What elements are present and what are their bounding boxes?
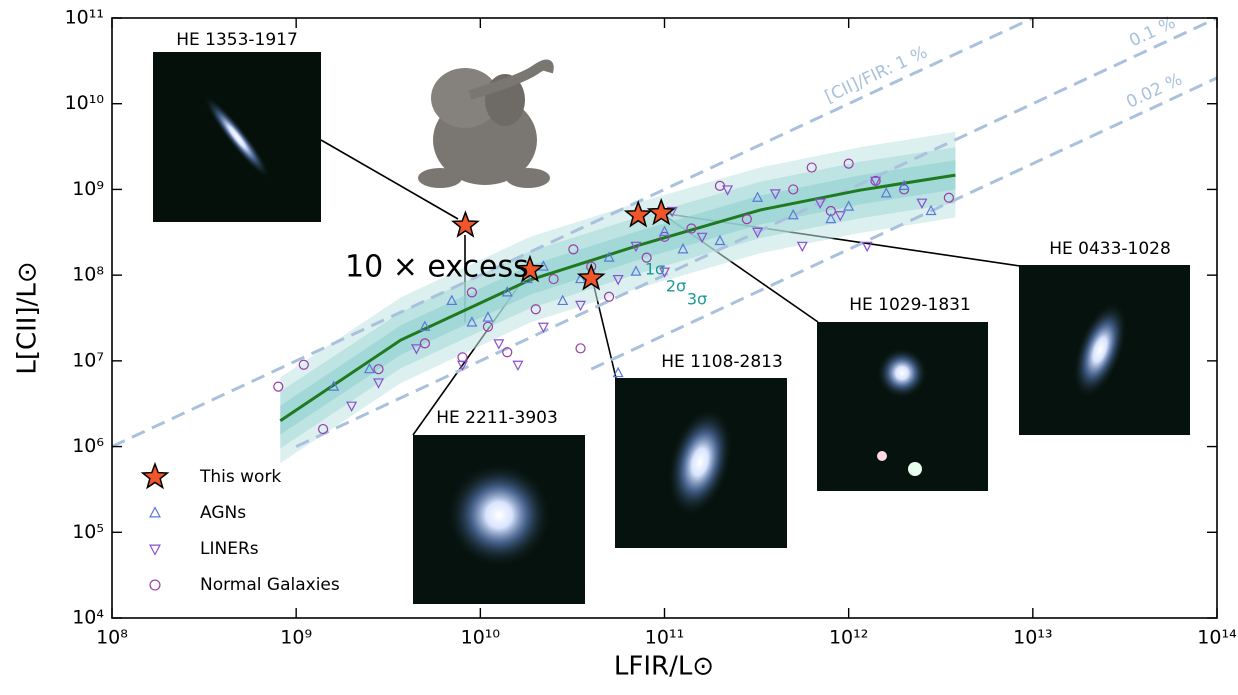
x-tick-label: 10¹² bbox=[829, 627, 868, 649]
star-source bbox=[908, 462, 922, 476]
y-tick-label: 10⁹ bbox=[72, 178, 104, 200]
x-tick-label: 10⁸ bbox=[96, 627, 128, 649]
x-tick-label: 10¹⁴ bbox=[1197, 627, 1237, 649]
inset-label: HE 2211-3903 bbox=[436, 408, 558, 428]
elephant-foot bbox=[506, 168, 550, 188]
y-tick-label: 10¹⁰ bbox=[65, 92, 104, 114]
star-point bbox=[143, 464, 168, 488]
legend-label: This work bbox=[199, 467, 281, 487]
star-source bbox=[877, 451, 887, 461]
y-tick-label: 10⁸ bbox=[72, 264, 104, 286]
x-tick-label: 10⁹ bbox=[280, 627, 312, 649]
y-tick-label: 10⁷ bbox=[72, 349, 104, 371]
y-tick-label: 10⁴ bbox=[72, 607, 104, 629]
inset-label: HE 1029-1831 bbox=[849, 295, 971, 315]
inset-label: HE 1353-1917 bbox=[176, 30, 298, 50]
x-tick-label: 10¹¹ bbox=[645, 627, 684, 649]
x-tick-label: 10¹³ bbox=[1013, 627, 1052, 649]
annotation: 10 × excess bbox=[345, 250, 529, 285]
inset-label: HE 0433-1028 bbox=[1049, 239, 1171, 259]
sigma-label: 2σ bbox=[666, 277, 686, 296]
insets: HE 1353-1917 HE 2211-3903 HE 1108-2813 H… bbox=[153, 30, 1190, 604]
chart: 3σ2σ1σ[CII]/FIR: 1 %0.1 %0.02 % HE 1353-… bbox=[0, 0, 1238, 691]
sigma-label: 3σ bbox=[687, 290, 707, 309]
inset: HE 0433-1028 bbox=[1019, 239, 1190, 435]
elephant-foot bbox=[418, 168, 462, 188]
inset: HE 1353-1917 bbox=[153, 30, 321, 222]
star-point bbox=[453, 212, 478, 236]
inset: HE 1029-1831 bbox=[817, 295, 988, 491]
x-axis-label: LFIR/L⊙ bbox=[614, 652, 714, 682]
y-tick-label: 10⁶ bbox=[72, 435, 104, 457]
triangle-point bbox=[150, 545, 160, 554]
circle-point bbox=[576, 344, 585, 353]
legend-label: AGNs bbox=[200, 503, 246, 523]
inset-image bbox=[817, 322, 988, 491]
y-tick-label: 10¹¹ bbox=[65, 7, 104, 29]
x-tick-label: 10¹⁰ bbox=[461, 627, 500, 649]
triangle-point bbox=[494, 340, 503, 349]
legend-label: LINERs bbox=[200, 539, 259, 559]
triangle-point bbox=[513, 361, 522, 370]
circle-point bbox=[150, 580, 160, 590]
elephant bbox=[418, 64, 550, 188]
triangle-point bbox=[150, 508, 160, 517]
inset: HE 1108-2813 bbox=[615, 352, 787, 548]
ratio-label: [CII]/FIR: 1 % bbox=[822, 42, 931, 107]
y-tick-label: 10⁵ bbox=[72, 521, 104, 543]
legend-label: Normal Galaxies bbox=[200, 575, 340, 595]
galaxy bbox=[877, 348, 927, 398]
galaxy bbox=[447, 463, 551, 567]
inset: HE 2211-3903 bbox=[413, 408, 585, 604]
legend: This work AGNs LINERs Normal Galaxies bbox=[143, 464, 340, 595]
y-axis-label: L[CII]/L⊙ bbox=[13, 261, 43, 374]
inset-label: HE 1108-2813 bbox=[661, 352, 783, 372]
